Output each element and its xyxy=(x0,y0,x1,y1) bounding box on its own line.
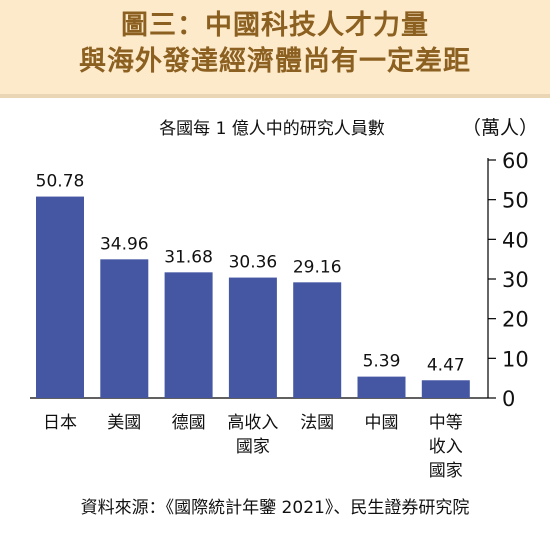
y-axis-unit-label: （萬人） xyxy=(462,117,538,139)
bar-6 xyxy=(357,376,406,398)
bar-7 xyxy=(421,380,470,398)
bar-3 xyxy=(164,272,213,398)
category-label-5: 法國 xyxy=(300,413,334,433)
bar-2 xyxy=(100,259,149,398)
source-note: 資料來源：《國際統計年鑒 2021》、民生證券研究院 xyxy=(80,498,470,518)
bar-5 xyxy=(293,282,342,398)
category-label-1: 日本 xyxy=(43,413,77,433)
data-label-2: 34.96 xyxy=(100,234,149,254)
data-label-1: 50.78 xyxy=(36,172,85,192)
chart-title-line-2: 與海外發達經濟體尚有一定差距 xyxy=(79,46,471,77)
category-label-7-line-3: 國家 xyxy=(429,461,463,481)
data-label-6: 5.39 xyxy=(363,352,401,372)
bars-layer: 50.78 34.96 31.68 30.36 29.16 5.39 4.47 xyxy=(30,172,488,399)
category-label-4-line-1: 高收入 xyxy=(227,413,278,433)
chart-subtitle: 各國每 1 億人中的研究人員數 xyxy=(159,119,385,139)
category-label-2: 美國 xyxy=(107,413,141,433)
bar-4 xyxy=(228,277,277,398)
y-tick-label-50: 50 xyxy=(502,189,529,213)
title-banner: 圖三：中國科技人才力量 與海外發達經濟體尚有一定差距 xyxy=(0,0,550,94)
chart-title-line-1: 圖三：中國科技人才力量 xyxy=(121,10,429,41)
category-label-7-line-2: 收入 xyxy=(429,437,463,457)
title-divider xyxy=(0,94,550,98)
data-label-4: 30.36 xyxy=(229,253,278,273)
category-label-6: 中國 xyxy=(365,413,399,433)
category-label-3: 德國 xyxy=(172,413,206,433)
data-label-5: 29.16 xyxy=(293,257,342,277)
y-tick-label-30: 30 xyxy=(502,268,529,292)
bar-1 xyxy=(36,196,84,398)
data-label-7: 4.47 xyxy=(427,355,465,375)
y-axis: 0 10 20 30 40 50 60 xyxy=(487,149,529,411)
category-label-7-line-1: 中等 xyxy=(429,413,463,433)
y-tick-label-20: 20 xyxy=(502,308,529,332)
category-label-4-line-2: 國家 xyxy=(236,437,270,457)
data-label-3: 31.68 xyxy=(164,247,213,267)
y-tick-label-60: 60 xyxy=(502,149,529,173)
y-tick-label-0: 0 xyxy=(502,387,515,411)
y-tick-label-40: 40 xyxy=(502,228,529,252)
bar-chart: 各國每 1 億人中的研究人員數 （萬人） 50.78 34.96 31.68 30.3… xyxy=(30,117,538,481)
y-tick-label-10: 10 xyxy=(502,347,529,371)
